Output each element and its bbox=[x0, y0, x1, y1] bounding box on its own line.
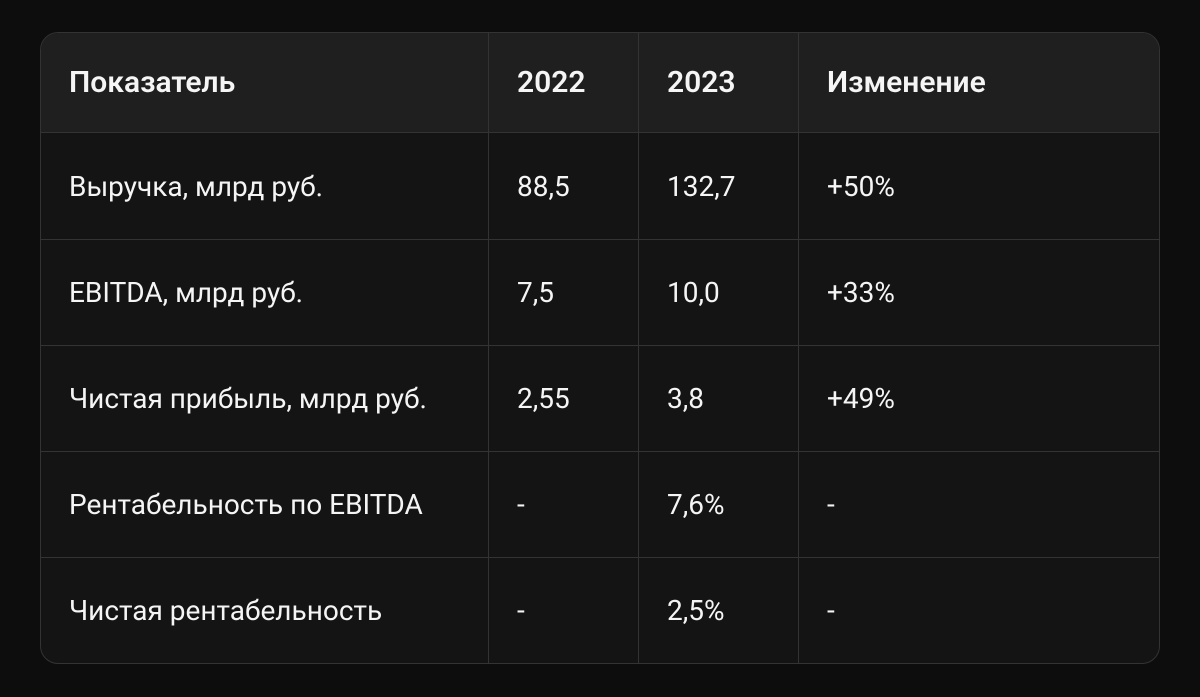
cell-metric: Рентабельность по EBITDA bbox=[41, 451, 489, 557]
cell-2023: 7,6% bbox=[639, 451, 799, 557]
cell-2023: 10,0 bbox=[639, 239, 799, 345]
table-row: Чистая прибыль, млрд руб. 2,55 3,8 +49% bbox=[41, 345, 1159, 451]
cell-change: +49% bbox=[799, 345, 1159, 451]
cell-2022: - bbox=[489, 557, 639, 663]
cell-change: - bbox=[799, 557, 1159, 663]
table-row: Выручка, млрд руб. 88,5 132,7 +50% bbox=[41, 133, 1159, 239]
cell-2022: 2,55 bbox=[489, 345, 639, 451]
cell-2022: - bbox=[489, 451, 639, 557]
column-header-2022: 2022 bbox=[489, 33, 639, 133]
table-row: EBITDA, млрд руб. 7,5 10,0 +33% bbox=[41, 239, 1159, 345]
column-header-metric: Показатель bbox=[41, 33, 489, 133]
column-header-change: Изменение bbox=[799, 33, 1159, 133]
cell-metric: Чистая рентабельность bbox=[41, 557, 489, 663]
cell-2023: 2,5% bbox=[639, 557, 799, 663]
cell-change: +33% bbox=[799, 239, 1159, 345]
cell-change: +50% bbox=[799, 133, 1159, 239]
financial-table: Показатель 2022 2023 Изменение Выручка, … bbox=[40, 32, 1160, 664]
table-header-row: Показатель 2022 2023 Изменение bbox=[41, 33, 1159, 133]
cell-metric: Чистая прибыль, млрд руб. bbox=[41, 345, 489, 451]
table-row: Рентабельность по EBITDA - 7,6% - bbox=[41, 451, 1159, 557]
cell-2022: 88,5 bbox=[489, 133, 639, 239]
cell-metric: Выручка, млрд руб. bbox=[41, 133, 489, 239]
cell-change: - bbox=[799, 451, 1159, 557]
cell-2023: 3,8 bbox=[639, 345, 799, 451]
column-header-2023: 2023 bbox=[639, 33, 799, 133]
cell-2023: 132,7 bbox=[639, 133, 799, 239]
table-row: Чистая рентабельность - 2,5% - bbox=[41, 557, 1159, 663]
cell-metric: EBITDA, млрд руб. bbox=[41, 239, 489, 345]
cell-2022: 7,5 bbox=[489, 239, 639, 345]
